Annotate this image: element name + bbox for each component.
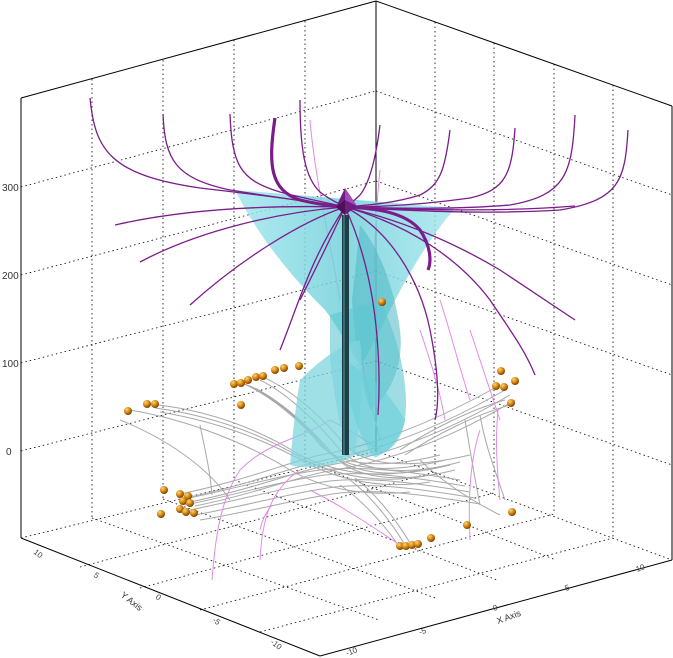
z-axis-ticks: 0 100 200 300 [2, 183, 19, 458]
x-tick-label: 0 [492, 603, 500, 613]
z-tick-label: 100 [2, 359, 19, 370]
central-column [342, 215, 349, 455]
y-tick-label: 5 [92, 570, 101, 580]
seed-marker [336, 188, 357, 215]
x-tick-label: 10 [635, 562, 647, 574]
z-tick-label: 0 [6, 447, 12, 458]
x-axis: -10 -5 0 5 10 X Axis [345, 562, 647, 658]
bounding-box-front [20, 537, 673, 657]
y-axis-title: Y Axis [119, 590, 145, 613]
z-tick-label: 300 [2, 183, 19, 194]
purple-streamlines-bold [270, 117, 432, 271]
y-tick-label: 10 [32, 547, 45, 560]
y-tick-label: -5 [211, 615, 223, 627]
x-tick-label: -10 [345, 645, 359, 658]
y-axis: 10 5 0 -5 -10 Y Axis [32, 547, 284, 652]
grid-lines [20, 21, 673, 633]
y-tick-label: 0 [154, 592, 163, 602]
y-tick-label: -10 [269, 637, 284, 652]
x-tick-label: 5 [564, 583, 572, 593]
x-tick-label: -5 [418, 626, 428, 637]
orange-spheres [124, 298, 519, 550]
x-axis-title: X Axis [495, 608, 522, 626]
purple-streamlines [89, 97, 629, 421]
z-tick-label: 200 [2, 271, 19, 282]
